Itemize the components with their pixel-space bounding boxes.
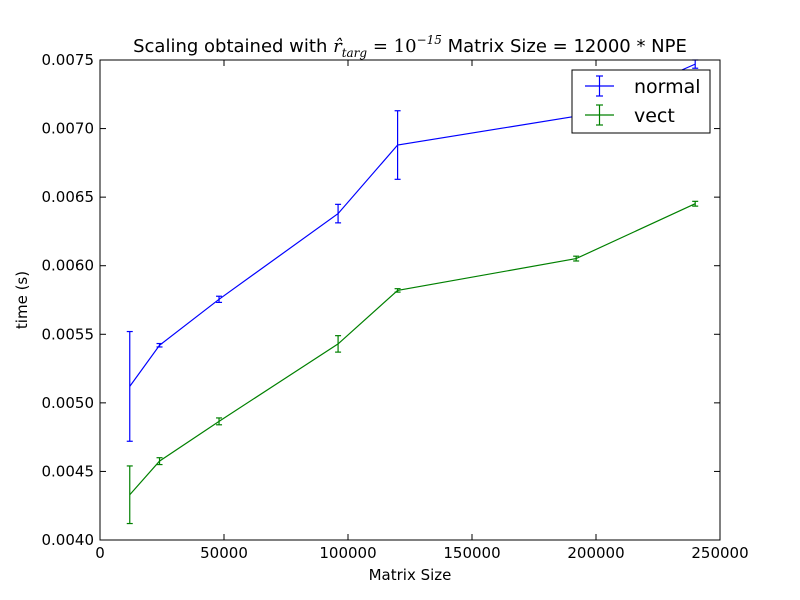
title-math-sub: targ: [342, 46, 368, 60]
x-tick-label: 150000: [443, 544, 500, 562]
legend-item-normal: normal: [585, 75, 701, 98]
x-axis-label: Matrix Size: [369, 566, 452, 584]
y-tick-label: 0.0065: [42, 188, 95, 206]
title-prefix: Scaling obtained with: [133, 36, 333, 57]
title-math-base: r̂: [333, 36, 343, 57]
title-math-exp: −15: [417, 33, 442, 47]
legend-label: normal: [634, 76, 701, 98]
legend: normal vect: [571, 69, 711, 134]
chart-title: Scaling obtained with r̂targ = 10−15 Mat…: [133, 33, 687, 60]
axes-frame: [99, 59, 721, 541]
y-tick-label: 0.0060: [42, 257, 95, 275]
x-tick-label: 100000: [319, 544, 376, 562]
y-tick-label: 0.0040: [42, 531, 95, 549]
legend-item-vect: vect: [585, 104, 675, 127]
x-tick-label: 200000: [567, 544, 624, 562]
axes-ticks: 0 50000 100000 150000 200000 250000 0.0040 0.00…: [42, 51, 749, 562]
y-tick-label: 0.0045: [42, 462, 95, 480]
y-axis-label: time (s): [13, 271, 31, 329]
legend-box: [571, 69, 711, 134]
legend-label: vect: [634, 105, 675, 127]
x-tick-label: 0: [95, 544, 105, 562]
y-tick-label: 0.0050: [42, 394, 95, 412]
y-tick-label: 0.0075: [42, 51, 95, 69]
x-tick-label: 250000: [691, 544, 748, 562]
x-tick-label: 50000: [200, 544, 248, 562]
y-tick-label: 0.0070: [42, 120, 95, 138]
title-math-eq: = 10: [367, 36, 416, 57]
series-line-vect: [129, 203, 696, 496]
title-suffix: Matrix Size = 12000 * NPE: [442, 36, 687, 57]
series-vect: [126, 200, 699, 525]
y-tick-label: 0.0055: [42, 325, 95, 343]
